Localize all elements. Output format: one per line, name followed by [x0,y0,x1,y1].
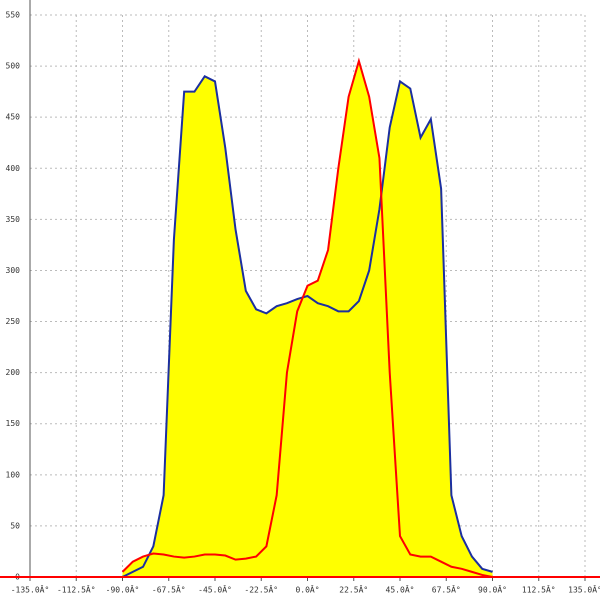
x-tick-label: 112.5Â° [522,584,556,595]
x-tick-label: 45.0Â° [386,584,415,595]
x-tick-label: 90.0Â° [478,584,507,595]
x-tick-label: -90.0Â° [106,584,140,595]
y-tick-label: 100 [6,470,21,479]
x-tick-label: 67.5Â° [432,584,461,595]
x-tick-label: -135.0Â° [11,584,50,595]
x-tick-label: 135.0Â° [568,584,600,595]
y-tick-label: 200 [6,368,21,377]
y-tick-label: 500 [6,62,21,71]
series-line [122,75,493,578]
y-tick-label: 250 [6,317,21,326]
series-line [121,57,493,578]
y-tick-label: 550 [6,11,21,20]
y-tick-label: 300 [6,266,21,275]
y-tick-label: 50 [10,521,20,530]
x-tick-label: -112.5Â° [57,584,96,595]
x-tick-label: 22.5Â° [339,584,368,595]
area-fill [122,60,493,578]
y-tick-label: 150 [6,419,21,428]
y-tick-label: 350 [6,215,21,224]
x-tick-label: -67.5Â° [152,584,186,595]
x-tick-label: -45.0Â° [198,584,232,595]
x-tick-label: -22.5Â° [244,584,278,595]
x-tick-label: 0.0Â° [295,584,319,595]
y-tick-label: 400 [6,164,21,173]
y-tick-label: 450 [6,113,21,122]
